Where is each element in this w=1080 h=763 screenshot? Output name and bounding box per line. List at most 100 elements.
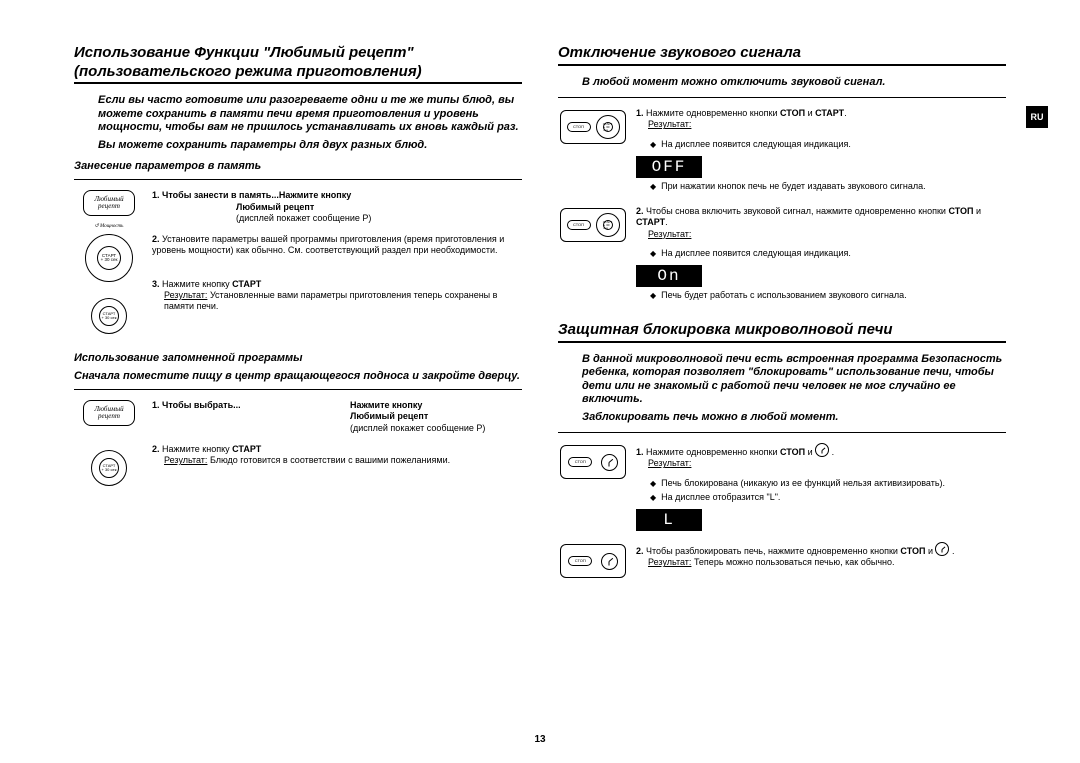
bullet: Печь блокирована (никакую из ее функций … [661, 478, 945, 489]
save-step-2: 2. Установите параметры вашей программы … [152, 234, 522, 257]
section1-title-line1: Использование Функции "Любимый рецепт" [74, 44, 522, 62]
start-knob-icon: СТАРТ + 30 сек [91, 298, 127, 334]
t: СТОП [780, 108, 805, 118]
bullets: Печь блокирована (никакую из ее функций … [650, 478, 1006, 504]
t: . [665, 217, 668, 227]
result-label: Результат: [648, 557, 691, 567]
save-step-3: 3. Нажмите кнопку СТАРТ Результат: Устан… [152, 279, 522, 313]
clock-icon [601, 553, 618, 570]
t: СТОП [780, 447, 805, 457]
stop-button-icon: СТОП [567, 220, 591, 230]
t: и [805, 447, 815, 457]
s3c: Установленные вами параметры приготовлен… [164, 290, 497, 311]
s3c-label: Результат: [164, 290, 207, 300]
u2a: Нажмите кнопку [162, 444, 232, 454]
panel-start-sub: + 30 сек [604, 126, 612, 132]
s1c: (дисплей покажет сообщение P) [236, 213, 371, 223]
text-cell: 1. Нажмите одновременно кнопки СТОП и . … [636, 443, 1006, 534]
divider [558, 432, 1006, 433]
power-dial-label: ↺ Мощность [95, 223, 124, 229]
display-lock: L [636, 509, 702, 531]
t: Нажмите одновременно кнопки [646, 108, 780, 118]
s3b: СТАРТ [232, 279, 261, 289]
section2-intro: В любой момент можно отключить звуковой … [582, 76, 1006, 89]
fav-label-2: рецепт [98, 203, 120, 210]
step-text: 1. Нажмите одновременно кнопки СТОП и . … [636, 443, 1006, 470]
section3-title: Защитная блокировка микроволновой печи [558, 321, 1006, 339]
knob-start-sub: + 30 сек [102, 316, 117, 320]
favorite-recipe-button-icon: Любимый рецепт [83, 190, 135, 216]
t: . [949, 546, 954, 556]
t: СТОП [900, 546, 925, 556]
divider [74, 179, 522, 180]
s3a: Нажмите кнопку [162, 279, 232, 289]
t: СТОП [948, 206, 973, 216]
display-off: OFF [636, 156, 702, 178]
text-cell: 2. Чтобы снова включить звуковой сигнал,… [636, 206, 1006, 307]
t: и [974, 206, 982, 216]
bullets: Печь будет работать с использованием зву… [650, 290, 1006, 301]
clock-icon [601, 454, 618, 471]
control-panel-icon: СТОП [560, 445, 626, 479]
icon-cell: СТОП СТАРТ + 30 сек [558, 108, 628, 146]
favorite-recipe-button-icon: Любимый рецепт [83, 400, 135, 426]
start-knob-icon: СТАРТ + 30 сек [596, 115, 620, 139]
mute-step-1: СТОП СТАРТ + 30 сек 1. Нажмите одновреме… [558, 108, 1006, 198]
section2-title: Отключение звукового сигнала [558, 44, 1006, 62]
u1d: (дисплей покажет сообщение P) [350, 423, 485, 433]
section1-subheading1: Занесение параметров в память [74, 160, 522, 173]
result-label: Результат: [648, 119, 691, 129]
result-label: Результат: [648, 458, 691, 468]
bullets: На дисплее появится следующая индикация. [650, 248, 1006, 259]
step-text: 1. Нажмите одновременно кнопки СТОП и СТ… [636, 108, 1006, 131]
bullet: Печь будет работать с использованием зву… [661, 290, 907, 301]
bullet: При нажатии кнопок печь не будет издават… [661, 181, 925, 192]
u1b: Нажмите кнопку [350, 400, 422, 410]
section3-intro2: Заблокировать печь можно в любой момент. [582, 411, 1006, 424]
divider [558, 341, 1006, 343]
icon-cell: СТОП [558, 542, 628, 580]
section1-subheading2: Использование запомненной программы [74, 352, 522, 365]
control-panel-icon: СТОП СТАРТ + 30 сек [560, 208, 626, 242]
knob-start-sub: + 30 сек [102, 468, 117, 472]
mute-step-2: СТОП СТАРТ + 30 сек 2. Чтобы снова включ… [558, 206, 1006, 307]
divider [74, 389, 522, 390]
stop-button-icon: СТОП [567, 122, 591, 132]
u2b: СТАРТ [232, 444, 261, 454]
use-step-1: 1. Чтобы выбрать... Нажмите кнопку Любим… [152, 400, 522, 434]
bullets: На дисплее появится следующая индикация. [650, 139, 1006, 150]
step-text: 2. Чтобы снова включить звуковой сигнал,… [636, 206, 1006, 240]
display-on: On [636, 265, 702, 287]
save-steps: 1. Чтобы занести в память...Нажмите кноп… [152, 190, 522, 320]
bullets: При нажатии кнопок печь не будет издават… [650, 181, 1006, 192]
bullet: На дисплее появится следующая индикация. [661, 248, 851, 259]
divider [558, 64, 1006, 66]
manual-page: RU Использование Функции "Любимый рецепт… [0, 0, 1080, 763]
text-cell: 2. Чтобы разблокировать печь, нажмите од… [636, 542, 1006, 577]
panel-start-sub: + 30 сек [604, 224, 612, 230]
t: Теперь можно пользоваться печью, как обы… [691, 557, 894, 567]
s1b: Любимый рецепт [236, 202, 314, 212]
t: . [829, 447, 834, 457]
section1-intro: Если вы часто готовите или разогреваете … [98, 94, 522, 134]
divider [558, 97, 1006, 98]
save-step-1: 1. Чтобы занести в память...Нажмите кноп… [152, 190, 522, 224]
language-tab: RU [1026, 106, 1048, 128]
u1a: Чтобы выбрать... [162, 400, 241, 410]
text-cell: 1. Нажмите одновременно кнопки СТОП и СТ… [636, 108, 1006, 198]
result-label: Результат: [648, 229, 691, 239]
lock-step-2: СТОП 2. Чтобы разблокировать печь, нажми… [558, 542, 1006, 580]
dial-start-sub: + 30 сек [101, 258, 118, 263]
s2: Установите параметры вашей программы при… [152, 234, 504, 255]
divider [74, 82, 522, 84]
section1-intro2: Вы можете сохранить параметры для двух р… [98, 139, 522, 152]
stop-button-icon: СТОП [568, 556, 592, 566]
save-block: Любимый рецепт ↺ Мощность СТАРТ + 30 сек [74, 190, 522, 334]
start-knob-icon: СТАРТ + 30 сек [91, 450, 127, 486]
u2c-label: Результат: [164, 455, 207, 465]
step-text: 2. Чтобы разблокировать печь, нажмите од… [636, 542, 1006, 569]
s1a: Чтобы занести в память...Нажмите кнопку [162, 190, 351, 200]
icon-cell: СТОП СТАРТ + 30 сек [558, 206, 628, 244]
u2c: Блюдо готовится в соответствии с вашими … [207, 455, 450, 465]
stop-button-icon: СТОП [568, 457, 592, 467]
